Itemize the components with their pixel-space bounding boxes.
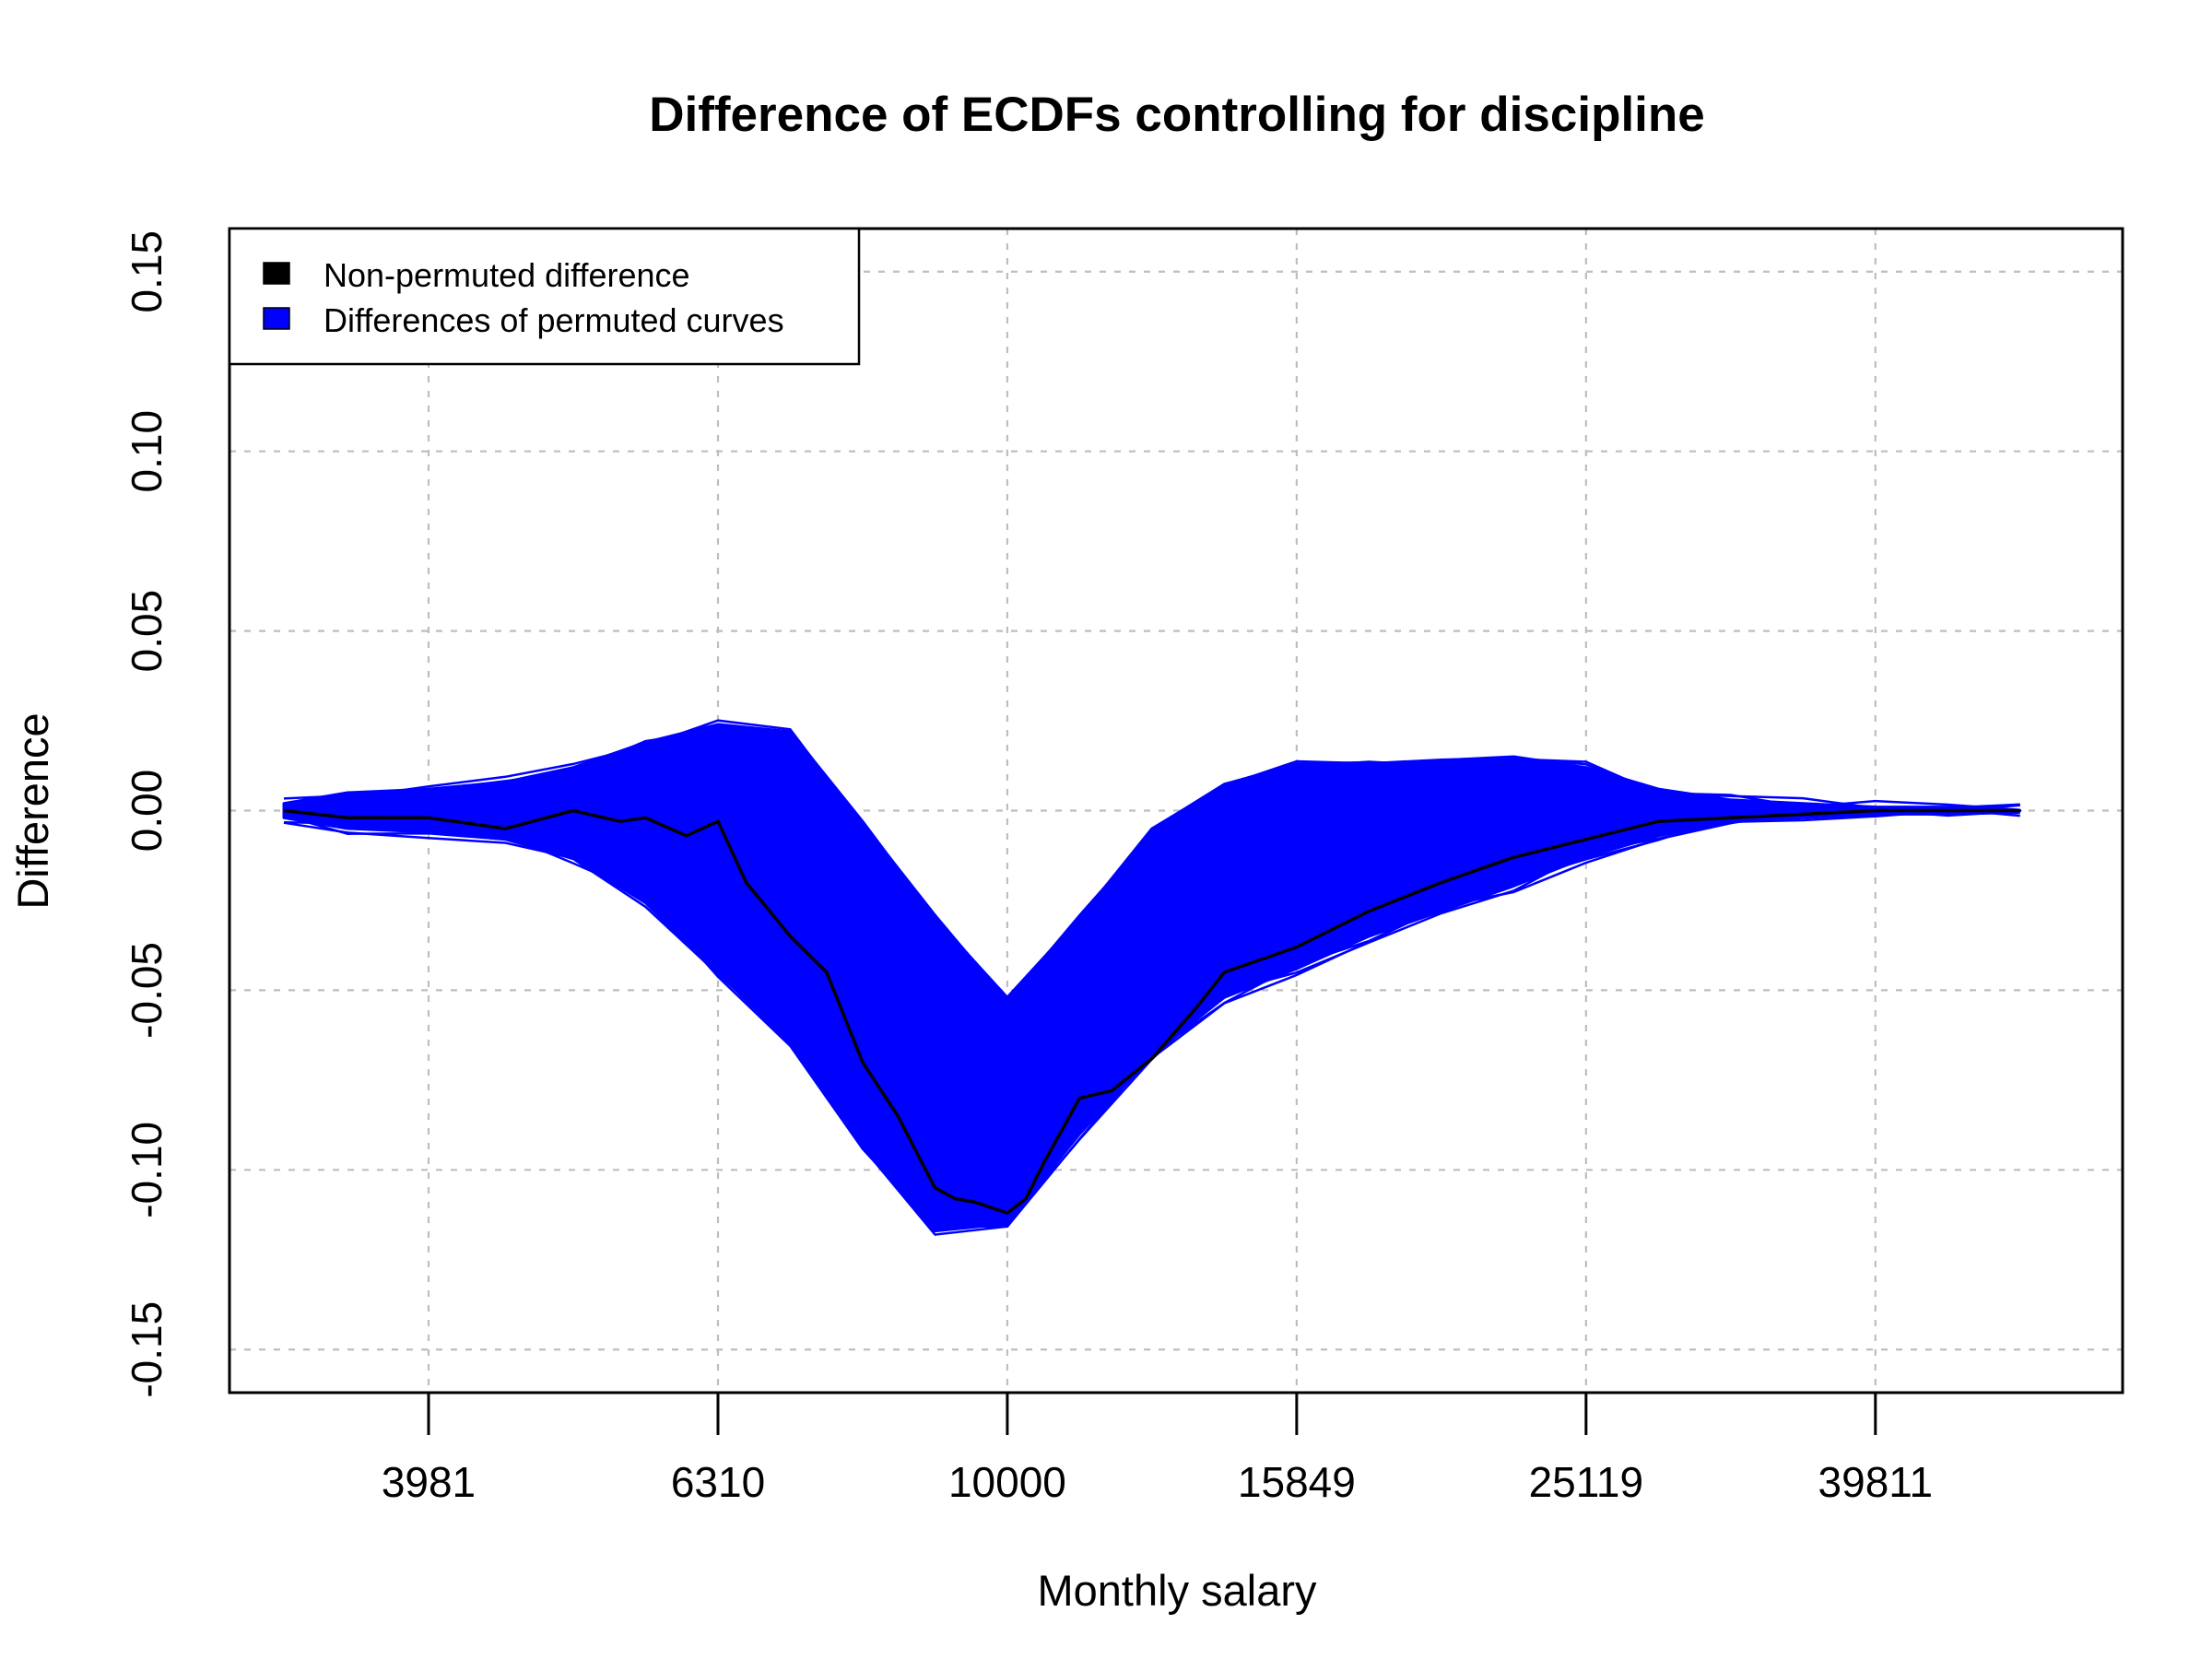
x-tick-label: 10000	[948, 1458, 1066, 1506]
x-tick-label: 39811	[1818, 1458, 1934, 1506]
legend-box	[228, 227, 861, 366]
legend-swatch-permuted	[263, 307, 290, 330]
x-axis: 3981 6310 10000 15849 25119 39811	[382, 1393, 1933, 1506]
legend-label-non-permuted: Non-permuted difference	[324, 256, 690, 294]
x-tick-label: 15849	[1238, 1458, 1356, 1506]
y-tick-label: -0.05	[123, 942, 171, 1039]
y-tick-label: -0.10	[123, 1122, 171, 1218]
legend: Non-permuted difference Differences of p…	[228, 227, 861, 366]
y-tick-label: -0.15	[123, 1301, 171, 1398]
x-tick-label: 6310	[671, 1458, 765, 1506]
y-axis: -0.15 -0.10 -0.05 0.00 0.05 0.10 0.15	[123, 230, 171, 1398]
legend-swatch-non-permuted	[263, 262, 290, 285]
plot-frame	[228, 227, 2124, 1394]
x-axis-label: Monthly salary	[1038, 1566, 1317, 1615]
y-tick-label: 0.10	[123, 410, 171, 493]
y-tick-label: 0.00	[123, 770, 171, 853]
x-tick-label: 3981	[382, 1458, 476, 1506]
permuted-curves-band	[282, 719, 2022, 1236]
non-permuted-difference-line	[283, 808, 2020, 1215]
y-tick-label: 0.15	[123, 230, 171, 313]
series-lines	[283, 808, 2020, 1215]
permuted-curve-line	[283, 809, 2020, 1229]
y-tick-label: 0.05	[123, 590, 171, 673]
x-tick-label: 25119	[1529, 1458, 1644, 1506]
legend-label-permuted: Differences of permuted curves	[324, 301, 784, 339]
y-axis-label: Difference	[8, 712, 57, 909]
chart-title: Difference of ECDFs controlling for disc…	[649, 88, 1705, 142]
permuted-curve-line	[283, 729, 2020, 1004]
